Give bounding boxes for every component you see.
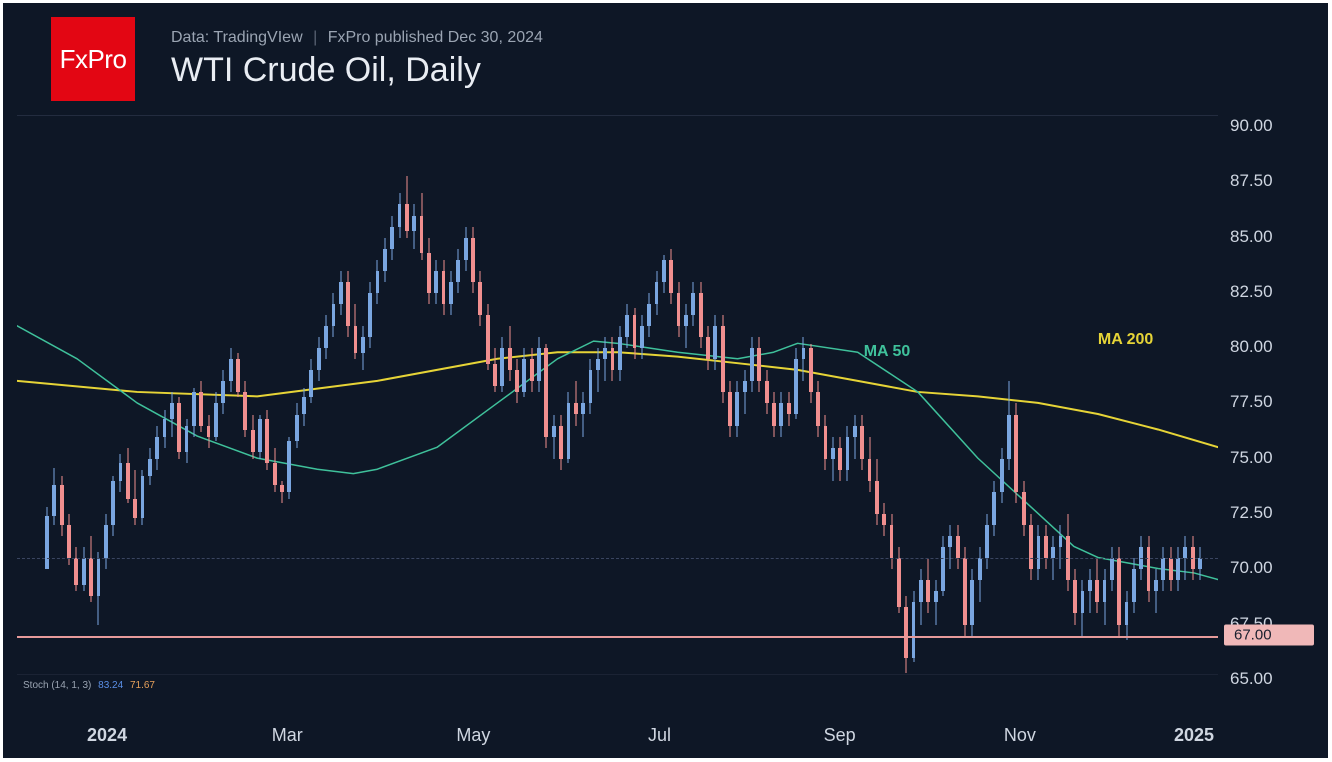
brand-logo: FxPro (51, 17, 135, 101)
data-source-label: Data: TradingVIew (171, 29, 303, 46)
yaxis-label: 82.50 (1218, 282, 1314, 302)
yaxis-label: 75.00 (1218, 448, 1314, 468)
yaxis-label: 77.50 (1218, 392, 1314, 412)
ma200-label: MA 200 (1098, 331, 1153, 349)
brand-logo-text: FxPro (60, 44, 127, 75)
xaxis-label: 2024 (87, 725, 127, 746)
xaxis-label: Nov (1004, 725, 1036, 746)
yaxis-label: 80.00 (1218, 337, 1314, 357)
xaxis-label: 2025 (1174, 725, 1214, 746)
support-price-badge: 67.00 (1224, 624, 1314, 645)
time-axis: 2024 Mar May Jul Sep Nov 2025 (17, 714, 1218, 754)
reference-line (17, 636, 1218, 638)
separator-icon: | (313, 29, 317, 46)
price-axis: 65.0067.5070.0072.5075.0077.5080.0082.50… (1218, 115, 1314, 712)
xaxis-label: Sep (824, 725, 856, 746)
xaxis-label: Jul (648, 725, 671, 746)
yaxis-label: 85.00 (1218, 227, 1314, 247)
publisher-label: FxPro published Dec 30, 2024 (328, 29, 543, 46)
yaxis-label: 72.50 (1218, 503, 1314, 523)
chart-title: WTI Crude Oil, Daily (171, 51, 543, 90)
chart-frame: FxPro Data: TradingVIew | FxPro publishe… (3, 3, 1328, 758)
stoch-value-1: 83.24 (98, 680, 123, 691)
ma50-label: MA 50 (864, 343, 911, 361)
title-block: Data: TradingVIew | FxPro published Dec … (171, 29, 543, 90)
xaxis-label: Mar (272, 725, 303, 746)
yaxis-label: 90.00 (1218, 116, 1314, 136)
yaxis-label: 65.00 (1218, 669, 1314, 689)
reference-line (17, 558, 1218, 559)
chart-plot-area[interactable]: MA 50 MA 200 Stoch (14, 1, 3) 83.24 71.6… (17, 115, 1218, 712)
indicator-separator (17, 674, 1218, 675)
yaxis-label: 87.50 (1218, 171, 1314, 191)
stoch-value-2: 71.67 (130, 680, 155, 691)
horizontal-lines-layer (17, 116, 1218, 712)
chart-header: FxPro Data: TradingVIew | FxPro publishe… (3, 3, 1328, 115)
chart-subtitle: Data: TradingVIew | FxPro published Dec … (171, 29, 543, 47)
yaxis-label: 70.00 (1218, 558, 1314, 578)
stoch-indicator-legend: Stoch (14, 1, 3) 83.24 71.67 (23, 680, 155, 691)
xaxis-label: May (456, 725, 490, 746)
stoch-name: Stoch (14, 1, 3) (23, 680, 91, 691)
